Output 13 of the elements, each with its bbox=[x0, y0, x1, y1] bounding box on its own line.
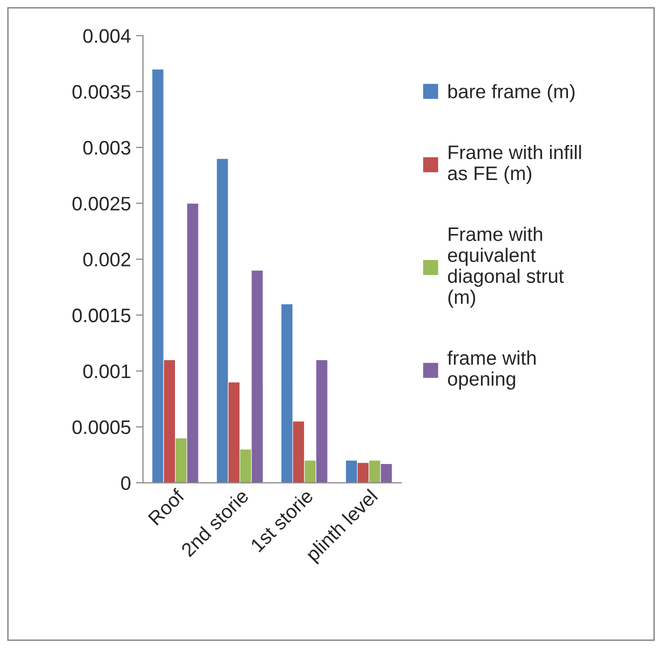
legend-label: Frame with infill as FE (m) bbox=[448, 144, 581, 184]
legend-label: Frame with equivalent diagonal strut (m) bbox=[448, 226, 564, 308]
y-tick-label: 0.0035 bbox=[72, 85, 130, 99]
y-tick-label: 0.0025 bbox=[72, 196, 130, 211]
y-tick-label: 0.0015 bbox=[72, 308, 130, 322]
legend-label: bare frame (m) bbox=[448, 84, 575, 102]
y-tick-label: 0.004 bbox=[83, 29, 131, 43]
y-tick-label: 0.001 bbox=[83, 364, 130, 378]
legend-label: frame with opening bbox=[447, 350, 536, 390]
y-tick-label: 0 bbox=[121, 476, 130, 490]
y-tick-label: 0.0005 bbox=[72, 420, 130, 434]
y-tick-label: 0.003 bbox=[83, 140, 130, 155]
y-tick-label: 0.002 bbox=[83, 252, 130, 266]
